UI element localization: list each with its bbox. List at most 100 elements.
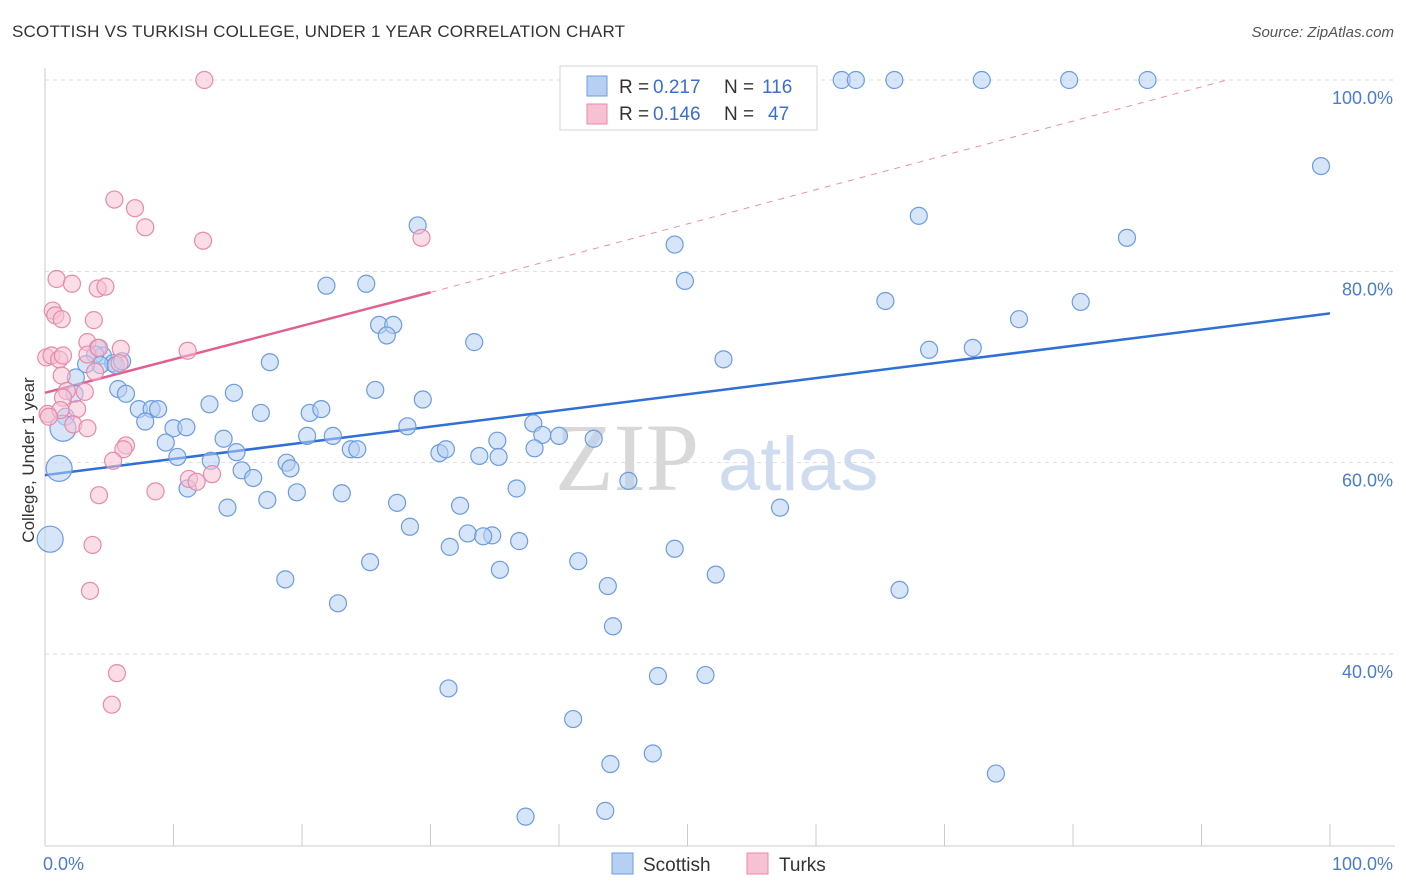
point-turks [84, 311, 103, 330]
point-scottish [890, 580, 909, 600]
point-scottish [1311, 157, 1331, 176]
point-scottish [1117, 228, 1137, 247]
point-scottish [1071, 292, 1090, 312]
bottom-legend-label-turks: Turks [779, 855, 826, 876]
point-scottish [214, 429, 233, 448]
point-scottish [919, 340, 939, 359]
point-scottish [465, 333, 484, 352]
point-scottish [490, 560, 509, 579]
point-turks [86, 362, 105, 381]
point-scottish [413, 390, 432, 409]
watermark-atlas: atlas [718, 422, 879, 507]
chart-title: SCOTTISH VS TURKISH COLLEGE, UNDER 1 YEA… [12, 22, 626, 41]
legend-swatch-turks [586, 103, 608, 125]
point-scottish [440, 537, 459, 556]
point-scottish [584, 429, 603, 448]
point-turks [178, 341, 197, 360]
point-scottish [251, 403, 270, 423]
point-scottish [366, 380, 385, 400]
point-turks [96, 277, 115, 296]
y-tick-labels: 40.0% 60.0% 80.0% 100.0% [1332, 88, 1393, 682]
point-turks [52, 310, 71, 329]
point-scottish [361, 553, 380, 572]
point-turks [114, 440, 133, 459]
bottom-legend: Scottish Turks [611, 852, 826, 876]
point-scottish [598, 576, 617, 596]
x-tick-label: 0.0% [43, 854, 84, 874]
legend-r-value-scottish: 0.217 [653, 77, 701, 98]
point-scottish [696, 665, 715, 685]
point-scottish [298, 426, 317, 445]
trend-line-scottish [44, 312, 1331, 477]
point-scottish [1009, 310, 1029, 329]
point-turks [110, 354, 129, 373]
legend-n-value-turks: 47 [768, 104, 789, 125]
point-scottish [601, 754, 620, 774]
point-turks [107, 664, 127, 683]
point-turks [39, 407, 58, 426]
point-scottish [218, 498, 237, 517]
point-scottish [168, 447, 187, 467]
point-scottish [323, 426, 342, 445]
point-scottish [458, 524, 477, 543]
point-turks [89, 486, 109, 505]
point-turks [62, 274, 82, 293]
point-scottish [258, 490, 277, 510]
point-scottish [619, 471, 638, 490]
point-turks [47, 269, 66, 289]
point-scottish [564, 709, 583, 729]
point-turks [202, 465, 222, 484]
bottom-legend-swatch-turks [746, 852, 769, 875]
point-scottish [474, 527, 493, 546]
point-scottish [507, 479, 526, 498]
point-scottish [312, 399, 331, 419]
point-scottish [665, 235, 684, 254]
x-tick-labels: 0.0% 100.0% [43, 854, 1393, 874]
point-turks [80, 581, 100, 600]
point-scottish [972, 70, 991, 90]
point-scottish [450, 496, 470, 515]
point-scottish [156, 433, 175, 452]
point-scottish [281, 459, 300, 478]
point-turks [78, 419, 97, 438]
point-scottish [177, 418, 196, 437]
point-scottish [387, 493, 407, 512]
point-scottish [846, 70, 865, 90]
point-scottish [603, 617, 623, 636]
point-scottish [439, 679, 458, 698]
trend-line-turks [44, 291, 431, 395]
watermark-zip: ZIP [555, 404, 699, 511]
y-tick-label: 80.0% [1342, 279, 1393, 299]
point-turks [75, 382, 94, 401]
y-tick-label: 100.0% [1332, 88, 1393, 108]
bottom-legend-label-scottish: Scottish [643, 855, 711, 876]
point-scottish [525, 439, 544, 458]
point-scottish [227, 443, 246, 462]
point-scottish [470, 446, 489, 466]
point-scottish [436, 440, 456, 459]
trend-line-turks-extension [430, 79, 1228, 293]
point-turks [187, 472, 206, 491]
point-turks [83, 535, 102, 555]
legend-r-label-turks: R = [619, 104, 649, 125]
point-scottish [348, 440, 367, 459]
point-scottish [963, 338, 982, 357]
point-scottish [317, 276, 336, 295]
point-scottish [377, 326, 396, 345]
point-scottish [488, 431, 507, 450]
point-scottish [287, 483, 306, 502]
trend-lines [44, 79, 1331, 477]
x-tick-label: 100.0% [1332, 854, 1393, 874]
point-scottish [1138, 70, 1157, 90]
legend-n-value-scottish: 116 [762, 77, 792, 98]
y-tick-label: 40.0% [1342, 662, 1393, 682]
legend-swatch-scottish [586, 75, 608, 97]
point-scottish [665, 539, 684, 558]
point-scottish [516, 807, 535, 826]
source-label: Source: ZipAtlas.com [1251, 24, 1394, 41]
point-scottish [770, 498, 790, 517]
point-scottish [885, 70, 904, 90]
point-scottish [36, 525, 64, 553]
point-scottish [1060, 70, 1079, 90]
